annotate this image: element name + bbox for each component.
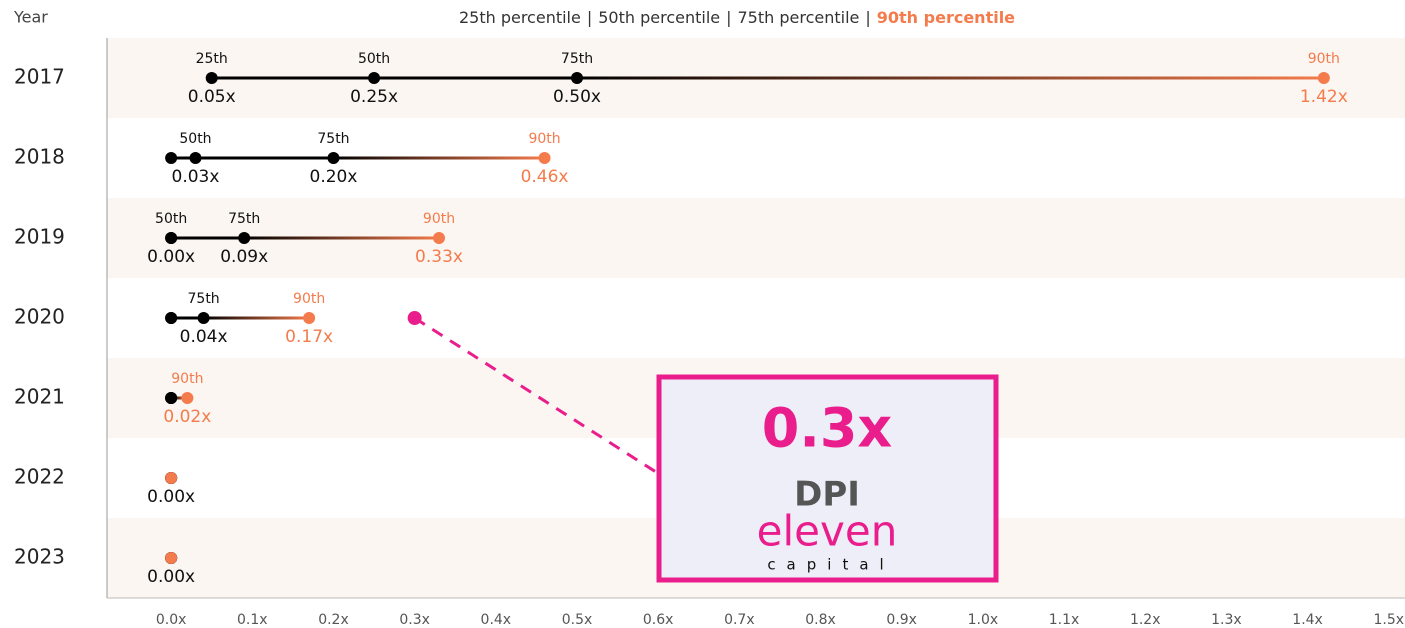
x-tick-label: 0.4x bbox=[481, 612, 512, 628]
value-label: 0.25x bbox=[350, 87, 398, 107]
x-tick-label: 1.5x bbox=[1373, 612, 1404, 628]
x-tick-label: 1.0x bbox=[968, 612, 999, 628]
percentile-tag: 75th bbox=[561, 51, 593, 67]
dot bbox=[189, 152, 202, 164]
percentile-tag: 90th bbox=[423, 211, 455, 227]
percentile-tag: 90th bbox=[293, 291, 325, 307]
dot bbox=[571, 72, 584, 84]
year-label: 2020 bbox=[14, 305, 65, 329]
value-label: 0.02x bbox=[163, 407, 211, 427]
dot bbox=[181, 392, 194, 404]
percentile-tag: 50th bbox=[179, 131, 211, 147]
value-label: 0.33x bbox=[415, 247, 463, 267]
value-label: 0.03x bbox=[172, 167, 220, 187]
dot bbox=[368, 72, 381, 84]
dot bbox=[205, 72, 218, 84]
dot bbox=[165, 392, 178, 404]
legend-separator: | bbox=[587, 8, 592, 27]
percentile-tag: 50th bbox=[155, 211, 187, 227]
year-label: 2019 bbox=[14, 225, 65, 249]
value-label: 1.42x bbox=[1300, 87, 1348, 107]
x-tick-label: 1.2x bbox=[1130, 612, 1161, 628]
legend-separator: | bbox=[726, 8, 731, 27]
percentile-tag: 25th bbox=[196, 51, 228, 67]
x-tick-label: 0.1x bbox=[237, 612, 268, 628]
x-tick-label: 0.5x bbox=[562, 612, 593, 628]
x-tick-label: 0.7x bbox=[724, 612, 755, 628]
leader-line bbox=[413, 316, 657, 474]
year-label: 2021 bbox=[14, 385, 65, 409]
dot bbox=[327, 152, 340, 164]
value-label: 0.17x bbox=[285, 327, 333, 347]
dot bbox=[165, 472, 178, 484]
legend-entry: 75th percentile bbox=[738, 8, 860, 27]
legend: 25th percentile | 50th percentile | 75th per… bbox=[459, 8, 1015, 27]
dot bbox=[165, 552, 178, 564]
brand: eleven bbox=[757, 507, 898, 556]
legend-entry: 90th percentile bbox=[877, 8, 1015, 27]
percentile-tag: 75th bbox=[188, 291, 220, 307]
x-tick-label: 0.0x bbox=[156, 612, 187, 628]
year-label: 2023 bbox=[14, 545, 65, 569]
dot bbox=[165, 152, 178, 164]
x-tick-label: 1.3x bbox=[1211, 612, 1242, 628]
value-label: 0.46x bbox=[521, 167, 569, 187]
percentile-tag: 90th bbox=[528, 131, 560, 147]
value-label: 0.00x bbox=[147, 567, 195, 587]
annotation-dot bbox=[407, 311, 422, 325]
value-label: 0.00x bbox=[147, 247, 195, 267]
value-label: 0.50x bbox=[553, 87, 601, 107]
x-tick-label: 0.9x bbox=[886, 612, 917, 628]
value-label: 0.20x bbox=[310, 167, 358, 187]
dot bbox=[238, 232, 251, 244]
value-label: 0.05x bbox=[188, 87, 236, 107]
year-label: 2018 bbox=[14, 145, 65, 169]
percentile-tag: 90th bbox=[1308, 51, 1340, 67]
x-tick-label: 0.8x bbox=[805, 612, 836, 628]
annotation-value: 0.3x bbox=[762, 397, 893, 460]
dot bbox=[165, 232, 178, 244]
year-label: 2022 bbox=[14, 465, 65, 489]
year-label: 2017 bbox=[14, 65, 65, 89]
value-label: 0.09x bbox=[220, 247, 268, 267]
row-band bbox=[107, 278, 1405, 358]
value-label: 0.00x bbox=[147, 487, 195, 507]
percentile-tag: 75th bbox=[228, 211, 260, 227]
annotation-box bbox=[656, 374, 999, 583]
x-tick-label: 0.6x bbox=[643, 612, 674, 628]
percentile-tag: 75th bbox=[317, 131, 349, 147]
dot bbox=[538, 152, 551, 164]
legend-entry: 50th percentile bbox=[598, 8, 720, 27]
legend-separator: | bbox=[865, 8, 870, 27]
value-label: 0.04x bbox=[180, 327, 228, 347]
percentile-tag: 90th bbox=[171, 371, 203, 387]
brand-sub: capital bbox=[767, 556, 894, 574]
x-tick-label: 0.3x bbox=[399, 612, 430, 628]
percentile-tag: 50th bbox=[358, 51, 390, 67]
x-tick-label: 1.1x bbox=[1049, 612, 1080, 628]
legend-entry: 25th percentile bbox=[459, 8, 581, 27]
dot bbox=[165, 312, 178, 324]
dot bbox=[303, 312, 316, 324]
dot bbox=[1317, 72, 1330, 84]
annotation-label: DPI bbox=[794, 475, 860, 515]
dot bbox=[197, 312, 210, 324]
dot bbox=[433, 232, 446, 244]
x-tick-label: 1.4x bbox=[1292, 612, 1323, 628]
x-tick-label: 0.2x bbox=[318, 612, 349, 628]
year-header: Year bbox=[13, 8, 48, 27]
